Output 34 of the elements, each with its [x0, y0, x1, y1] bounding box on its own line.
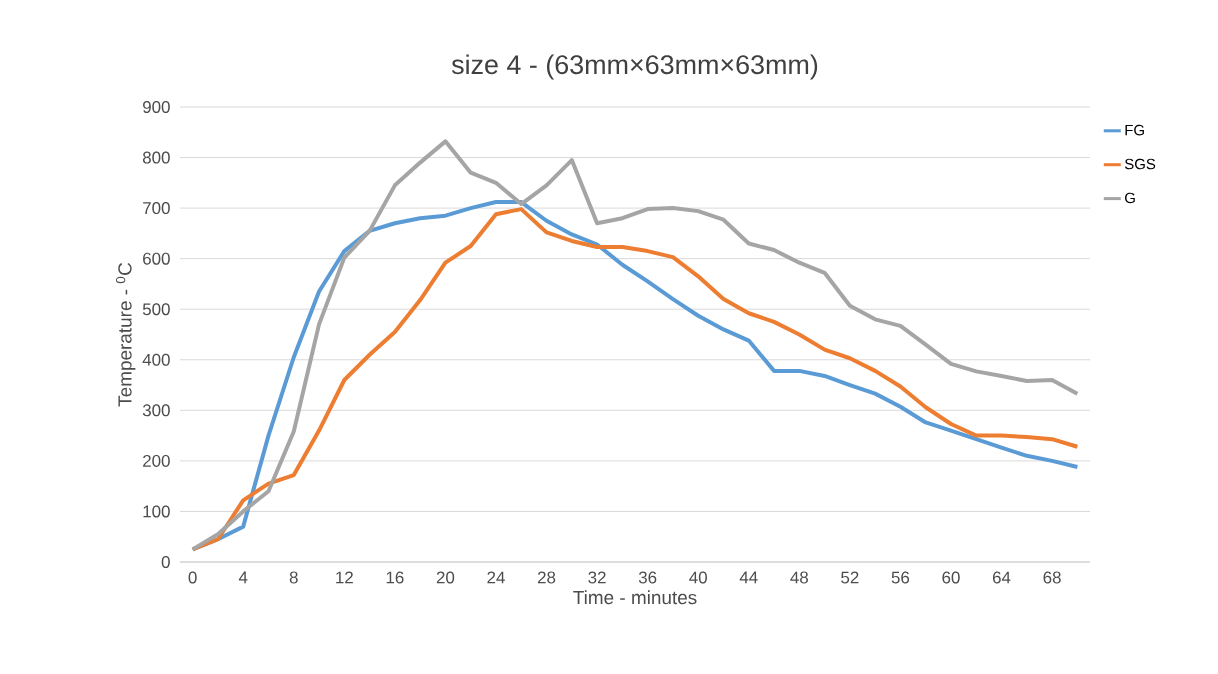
x-tick-label: 60 [942, 571, 960, 584]
x-tick-label: 20 [436, 571, 455, 584]
x-tick-label: 32 [588, 571, 606, 584]
x-tick-label: 36 [638, 571, 657, 584]
y-tick-label: 700 [143, 202, 170, 215]
y-axis-title: Temperature - $^{0}$C [115, 262, 136, 407]
x-tick-label: 56 [891, 571, 910, 584]
y-tick-label: 500 [142, 303, 170, 316]
chart-title: size 4 - (63mm×63mm×63mm) [451, 54, 818, 80]
y-tick-label: 900 [143, 100, 170, 113]
x-tick-label: 4 [238, 571, 248, 584]
y-tick-label: 400 [142, 353, 170, 366]
x-tick-label: 16 [386, 571, 404, 584]
legend-label: FG [1125, 124, 1144, 136]
x-axis-title: Time - minutes [573, 590, 697, 605]
y-tick-label: 800 [142, 151, 170, 164]
legend-label: SGS [1124, 158, 1156, 170]
x-tick-label: 0 [188, 571, 197, 584]
x-tick-label: 52 [841, 571, 859, 584]
x-tick-label: 64 [992, 571, 1011, 584]
legend-label: G [1125, 192, 1135, 204]
y-tick-label: 0 [161, 555, 170, 568]
x-tick-label: 44 [739, 571, 758, 584]
y-tick-label: 100 [143, 505, 170, 518]
y-tick-label: 200 [143, 454, 170, 467]
y-tick-label: 600 [143, 252, 170, 265]
y-tick-label: 300 [142, 404, 170, 417]
x-tick-label: 24 [487, 571, 505, 584]
x-tick-label: 68 [1043, 571, 1061, 584]
x-tick-label: 28 [537, 571, 556, 584]
x-tick-label: 8 [289, 571, 298, 584]
x-tick-label: 48 [790, 571, 808, 584]
x-tick-label: 12 [336, 571, 353, 584]
x-tick-label: 40 [689, 571, 707, 584]
